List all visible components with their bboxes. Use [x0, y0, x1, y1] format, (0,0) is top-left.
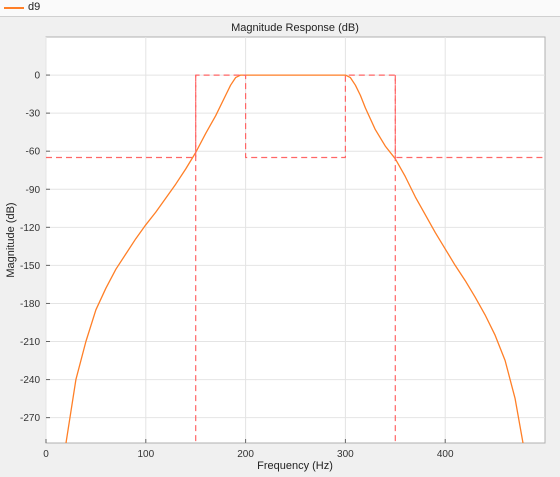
- tick-layer: 0 100 200 300 400 0 -30 -60 -90 -120 -150 -180 -210 -…: [20, 71, 454, 460]
- y-tick-label: -120: [20, 223, 40, 234]
- x-tick-label: 100: [137, 449, 154, 460]
- y-axis-label: Magnitude (dB): [5, 202, 17, 277]
- chart-title: Magnitude Response (dB): [231, 22, 359, 34]
- y-tick-label: -60: [26, 147, 41, 158]
- y-tick-label: -150: [20, 261, 40, 272]
- series-layer: [46, 74, 545, 443]
- y-tick-label: -240: [20, 375, 40, 386]
- y-tick-label: -90: [26, 185, 41, 196]
- y-tick-label: -30: [26, 109, 41, 120]
- x-tick-label: 400: [437, 449, 454, 460]
- chart: 0 100 200 300 400 0 -30 -60 -90 -120 -150 -180 -210 -…: [5, 22, 546, 472]
- x-tick-label: 0: [43, 449, 49, 460]
- y-tick-label: 0: [34, 71, 40, 82]
- legend-label: d9: [28, 1, 41, 13]
- legend-swatch: [4, 7, 24, 9]
- x-tick-label: 200: [237, 449, 254, 460]
- y-tick-label: -270: [20, 413, 40, 424]
- y-tick-label: -180: [20, 299, 40, 310]
- y-tick-label: -210: [20, 337, 40, 348]
- x-axis-label: Frequency (Hz): [257, 460, 333, 472]
- plot-area: [45, 36, 546, 444]
- x-tick-label: 300: [337, 449, 354, 460]
- series-line-d9: [65, 74, 524, 443]
- legend-bar: d9: [0, 0, 560, 17]
